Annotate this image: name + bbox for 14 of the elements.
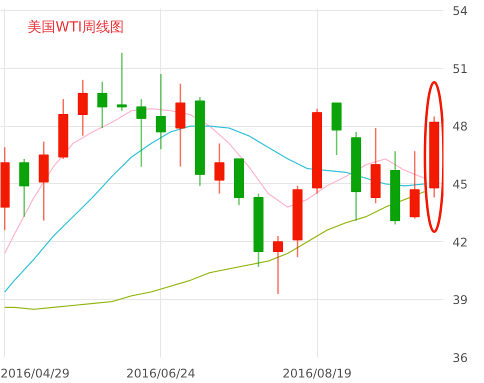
y-tick-label: 45 [452,177,468,192]
x-tick-label: 2016/06/24 [126,366,196,380]
y-tick-label: 39 [452,293,468,308]
y-tick-label: 42 [452,235,468,250]
line-series [4,126,426,293]
x-tick-label: 2016/04/29 [0,366,70,380]
x-tick-label: 2016/08/19 [282,366,352,380]
line-series [4,108,426,254]
y-tick-label: 36 [452,351,468,365]
y-tick-label: 51 [452,62,468,76]
y-tick-label: 54 [452,4,468,18]
line-series [4,191,426,310]
text: 美国WTI周线图 [28,20,124,36]
y-tick-label: 48 [452,120,468,134]
